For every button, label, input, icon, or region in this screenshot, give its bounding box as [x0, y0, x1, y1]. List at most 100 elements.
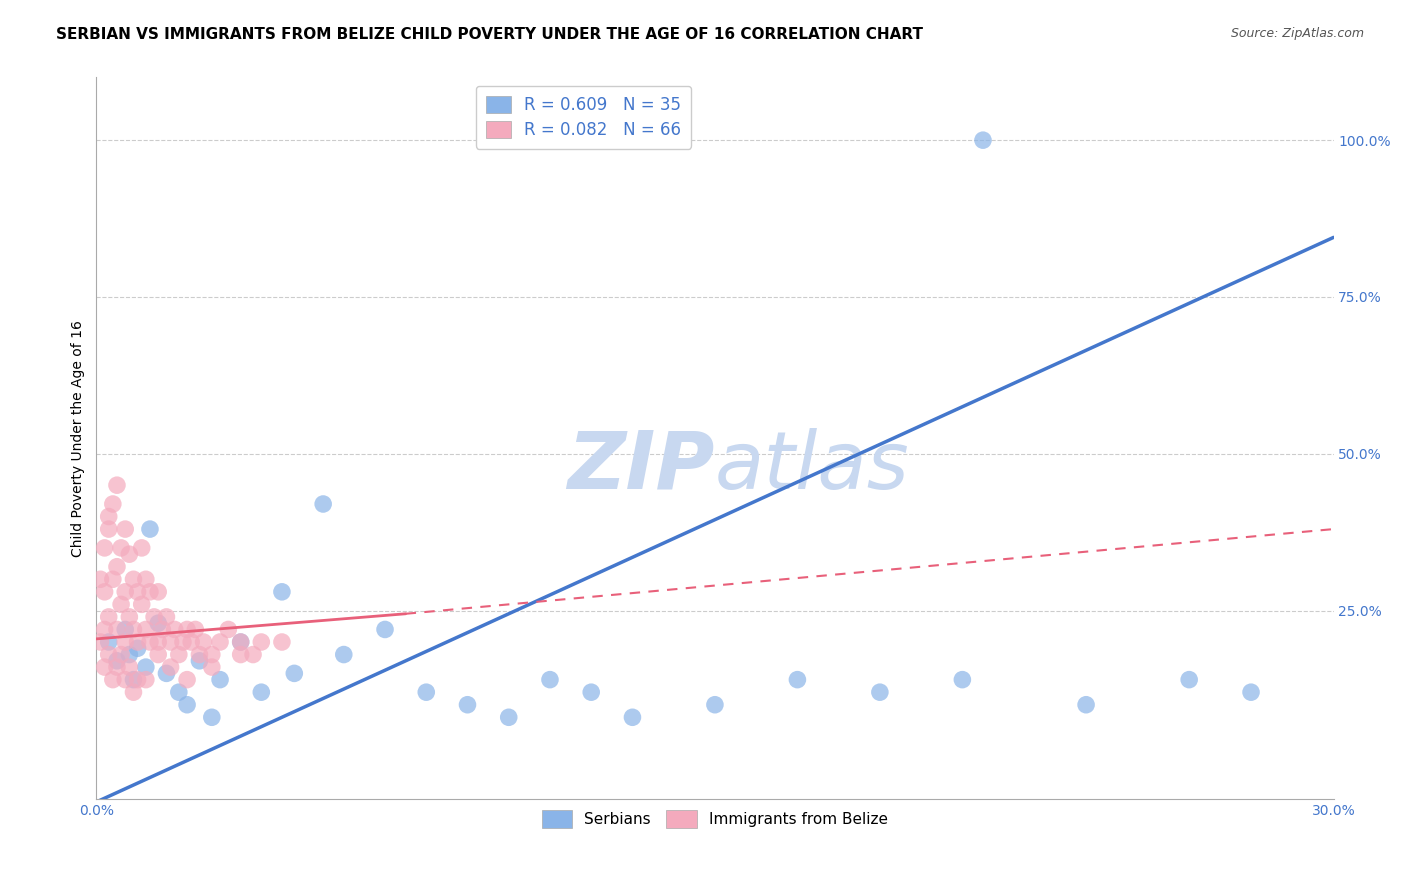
Point	[114, 635, 136, 649]
Point	[209, 673, 232, 687]
Y-axis label: Child Poverty Under the Age of 16: Child Poverty Under the Age of 16	[72, 319, 86, 557]
Point	[148, 648, 170, 662]
Point	[579, 685, 602, 699]
Point	[110, 541, 132, 555]
Point	[114, 673, 136, 687]
Point	[89, 635, 111, 649]
Point	[621, 710, 644, 724]
Point	[209, 635, 232, 649]
Point	[180, 635, 202, 649]
Point	[110, 648, 132, 662]
Point	[703, 698, 725, 712]
Point	[176, 673, 198, 687]
Point	[97, 610, 120, 624]
Point	[139, 635, 162, 649]
Point	[122, 673, 145, 687]
Point	[193, 635, 215, 649]
Point	[127, 673, 149, 687]
Point	[93, 660, 115, 674]
Point	[250, 635, 273, 649]
Point	[110, 598, 132, 612]
Point	[869, 685, 891, 699]
Point	[159, 660, 181, 674]
Point	[950, 673, 973, 687]
Point	[135, 673, 157, 687]
Point	[159, 635, 181, 649]
Point	[118, 648, 141, 662]
Point	[201, 660, 224, 674]
Point	[139, 522, 162, 536]
Point	[97, 522, 120, 536]
Point	[415, 685, 437, 699]
Point	[242, 648, 264, 662]
Point	[163, 623, 186, 637]
Point	[538, 673, 561, 687]
Point	[114, 623, 136, 637]
Point	[127, 584, 149, 599]
Point	[271, 635, 294, 649]
Point	[93, 623, 115, 637]
Legend: Serbians, Immigrants from Belize: Serbians, Immigrants from Belize	[536, 804, 894, 835]
Point	[105, 660, 128, 674]
Point	[201, 648, 224, 662]
Point	[167, 648, 190, 662]
Point	[135, 623, 157, 637]
Point	[105, 478, 128, 492]
Point	[135, 572, 157, 586]
Point	[176, 623, 198, 637]
Point	[97, 635, 120, 649]
Point	[184, 623, 207, 637]
Point	[101, 572, 124, 586]
Point	[1178, 673, 1201, 687]
Point	[333, 648, 356, 662]
Point	[155, 666, 177, 681]
Point	[89, 572, 111, 586]
Point	[118, 547, 141, 561]
Point	[188, 648, 211, 662]
Point	[150, 623, 173, 637]
Point	[972, 133, 994, 147]
Point	[167, 685, 190, 699]
Point	[127, 635, 149, 649]
Point	[122, 572, 145, 586]
Point	[105, 654, 128, 668]
Point	[201, 710, 224, 724]
Point	[217, 623, 239, 637]
Point	[229, 635, 252, 649]
Point	[374, 623, 396, 637]
Point	[122, 685, 145, 699]
Point	[176, 698, 198, 712]
Point	[127, 641, 149, 656]
Point	[101, 673, 124, 687]
Point	[229, 635, 252, 649]
Point	[114, 522, 136, 536]
Point	[271, 584, 294, 599]
Point	[229, 648, 252, 662]
Point	[135, 660, 157, 674]
Point	[786, 673, 808, 687]
Text: ZIP: ZIP	[568, 428, 714, 506]
Point	[131, 598, 153, 612]
Point	[139, 584, 162, 599]
Point	[105, 623, 128, 637]
Point	[188, 654, 211, 668]
Point	[118, 610, 141, 624]
Point	[101, 497, 124, 511]
Point	[148, 584, 170, 599]
Point	[155, 610, 177, 624]
Text: atlas: atlas	[714, 428, 910, 506]
Point	[97, 648, 120, 662]
Point	[131, 541, 153, 555]
Point	[148, 635, 170, 649]
Point	[97, 509, 120, 524]
Point	[93, 584, 115, 599]
Point	[118, 660, 141, 674]
Point	[312, 497, 335, 511]
Point	[105, 559, 128, 574]
Point	[114, 584, 136, 599]
Point	[1240, 685, 1263, 699]
Point	[93, 541, 115, 555]
Point	[148, 616, 170, 631]
Text: SERBIAN VS IMMIGRANTS FROM BELIZE CHILD POVERTY UNDER THE AGE OF 16 CORRELATION : SERBIAN VS IMMIGRANTS FROM BELIZE CHILD …	[56, 27, 924, 42]
Point	[457, 698, 479, 712]
